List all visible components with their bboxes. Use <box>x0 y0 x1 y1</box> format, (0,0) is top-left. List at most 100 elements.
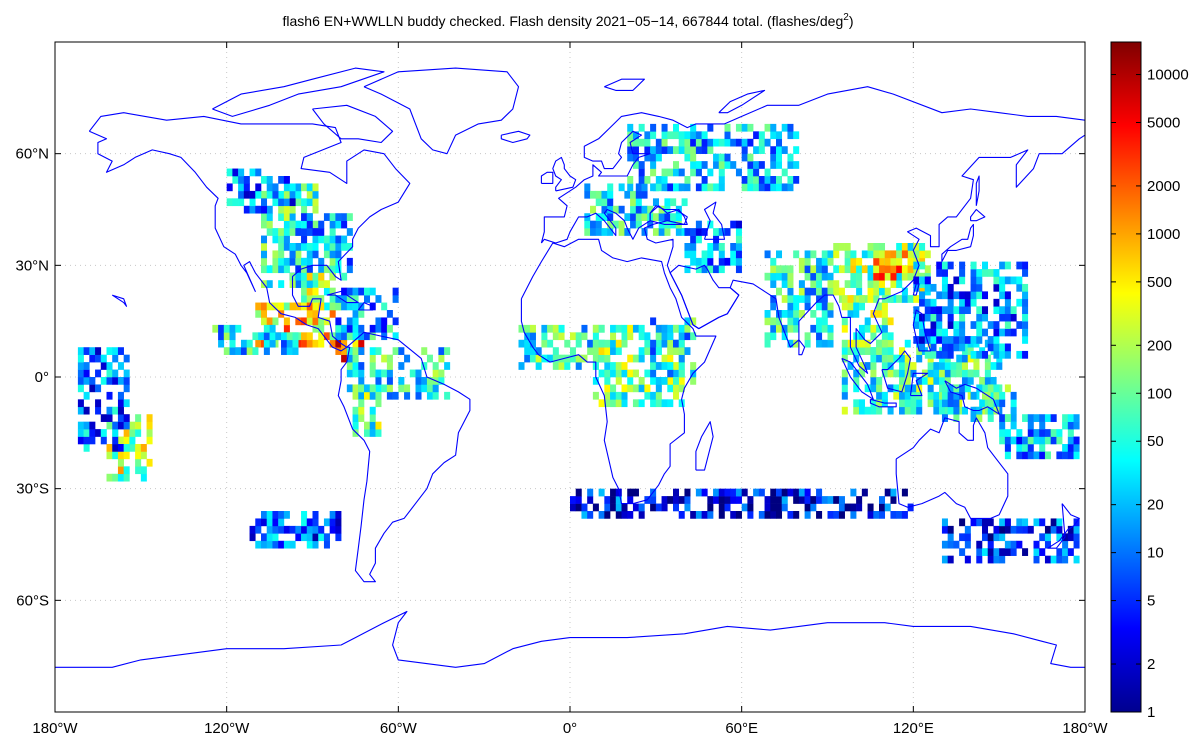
density-cell <box>595 198 602 207</box>
density-cell <box>735 257 742 266</box>
density-cell <box>678 324 685 333</box>
density-cell <box>335 243 342 251</box>
density-cell <box>112 406 119 415</box>
density-cell <box>278 265 285 274</box>
density-cell <box>987 518 994 527</box>
density-cell <box>650 123 657 132</box>
density-cell <box>592 391 599 400</box>
density-cell <box>864 347 871 355</box>
density-cell <box>841 347 848 355</box>
density-cell <box>673 391 680 400</box>
density-cell <box>673 168 680 177</box>
density-cell <box>713 265 720 274</box>
density-cell <box>335 220 342 229</box>
y-tick-label: 60°N <box>15 146 49 163</box>
density-cell <box>335 518 342 527</box>
density-cell <box>1027 444 1034 452</box>
density-cell <box>841 377 848 385</box>
density-cell <box>632 146 639 154</box>
density-cell <box>644 131 651 140</box>
density-cell <box>289 183 296 192</box>
density-region-west-africa-sahel <box>518 324 605 370</box>
density-cell <box>1004 429 1011 437</box>
density-cell <box>930 321 937 329</box>
density-cell <box>278 213 285 221</box>
density-cell <box>976 555 983 564</box>
density-cell <box>266 302 273 311</box>
density-cell <box>816 295 823 303</box>
density-cell <box>229 339 236 348</box>
density-cell <box>870 399 877 408</box>
density-cell <box>827 302 834 311</box>
density-cell <box>252 347 259 355</box>
density-cell <box>590 190 597 199</box>
density-cell <box>678 496 685 504</box>
density-cell <box>261 190 268 199</box>
density-cell <box>117 362 124 370</box>
density-cell <box>278 257 285 266</box>
density-cell <box>318 257 325 266</box>
density-cell <box>635 205 642 214</box>
density-cell <box>833 511 840 519</box>
density-cell <box>713 183 720 192</box>
density-cell <box>747 168 754 177</box>
density-cell <box>598 488 605 497</box>
density-cell <box>524 324 531 333</box>
density-cell <box>959 548 966 556</box>
density-cell <box>673 347 680 355</box>
density-cell <box>381 369 388 378</box>
density-cell <box>655 146 662 154</box>
density-cell <box>100 354 107 363</box>
density-cell <box>910 399 917 408</box>
density-cell <box>341 295 348 303</box>
density-cell <box>881 317 888 326</box>
density-cell <box>232 198 239 207</box>
density-cell <box>953 336 960 344</box>
density-cell <box>941 283 948 292</box>
density-cell <box>341 243 348 251</box>
density-cell <box>753 168 760 177</box>
density-cell <box>690 257 697 266</box>
density-cell <box>833 287 840 296</box>
density-cell <box>375 377 382 385</box>
density-cell <box>261 317 268 326</box>
density-cell <box>249 198 256 207</box>
density-cell <box>352 421 359 430</box>
density-cell <box>787 183 794 192</box>
density-cell <box>916 377 923 385</box>
density-cell <box>1027 414 1034 422</box>
density-cell <box>867 250 874 259</box>
density-cell <box>289 205 296 214</box>
density-cell <box>289 190 296 199</box>
density-cell <box>884 265 891 274</box>
density-cell <box>117 414 124 422</box>
density-cell <box>1022 548 1029 556</box>
density-cell <box>899 354 906 363</box>
density-cell <box>804 257 811 266</box>
density-cell <box>283 317 290 326</box>
density-cell <box>724 153 731 162</box>
density-cell <box>135 466 142 475</box>
density-cell <box>798 257 805 266</box>
density-cell <box>747 161 754 169</box>
density-cell <box>278 198 285 207</box>
density-cell <box>947 336 954 344</box>
density-cell <box>604 362 611 370</box>
density-cell <box>982 306 989 315</box>
density-cell <box>358 362 365 370</box>
density-cell <box>887 347 894 355</box>
density-cell <box>255 525 262 534</box>
density-cell <box>558 332 565 341</box>
density-cell <box>690 228 697 236</box>
density-cell <box>278 280 285 288</box>
density-cell <box>106 377 113 385</box>
density-cell <box>947 525 954 534</box>
density-cell <box>83 436 90 445</box>
density-cell <box>1067 451 1074 460</box>
density-cell <box>678 183 685 192</box>
density-cell <box>673 183 680 192</box>
density-cell <box>896 243 903 251</box>
density-cell <box>1044 555 1051 564</box>
density-cell <box>398 377 405 385</box>
density-cell <box>798 265 805 274</box>
